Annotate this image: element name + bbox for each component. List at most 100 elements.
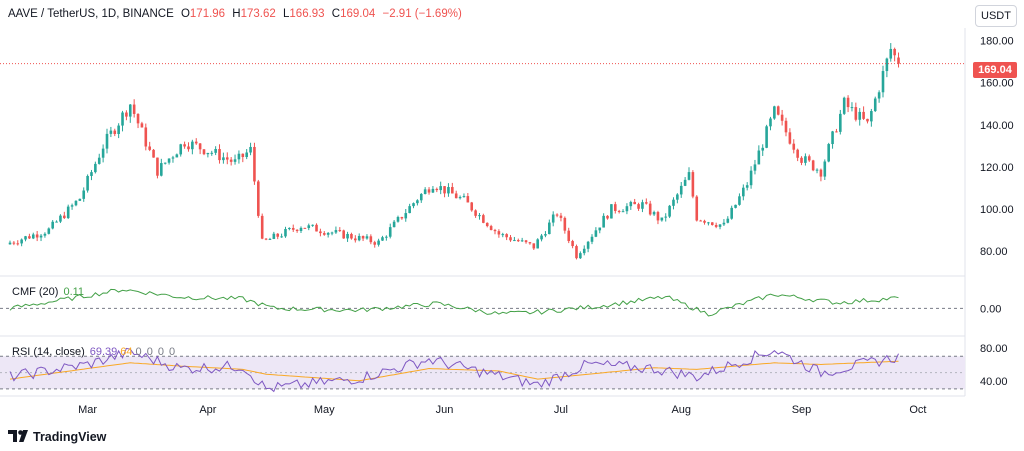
cmf-value: 0.11 xyxy=(63,286,85,298)
candle-body xyxy=(579,253,582,259)
candle-body xyxy=(683,179,687,186)
candle-body xyxy=(152,149,155,158)
candle-body xyxy=(590,236,594,242)
candle-body xyxy=(714,224,718,227)
candle-body xyxy=(672,199,675,206)
candle-body xyxy=(897,57,900,64)
candle-body xyxy=(148,146,151,150)
candle-body xyxy=(516,240,520,242)
candle-body xyxy=(385,236,388,238)
candle-body xyxy=(493,230,497,232)
candle-body xyxy=(513,240,516,242)
candle-body xyxy=(388,227,392,237)
candle-body xyxy=(846,97,850,108)
candle-body xyxy=(419,193,423,201)
cmf-legend[interactable]: CMF (20) 0.11 xyxy=(12,286,84,298)
candle-body xyxy=(520,240,524,242)
rsi-extra-values: 0 0 0 0 xyxy=(135,346,177,358)
candle-body xyxy=(730,207,733,219)
candle-body xyxy=(773,106,776,119)
candle-body xyxy=(877,92,881,99)
tradingview-logo[interactable]: TradingView xyxy=(8,430,106,444)
candle-body xyxy=(761,147,765,151)
candle-body xyxy=(156,157,159,176)
candle-body xyxy=(621,211,625,213)
candle-body xyxy=(39,235,43,238)
time-tick-label: Aug xyxy=(671,404,691,416)
candle-body xyxy=(575,246,578,259)
candle-body xyxy=(260,215,264,239)
candle-body xyxy=(218,149,221,161)
candle-body xyxy=(175,154,179,158)
candle-body xyxy=(295,229,299,231)
candle-body xyxy=(233,159,237,162)
candle-body xyxy=(63,215,66,219)
candle-body xyxy=(742,187,745,197)
candle-body xyxy=(117,125,120,135)
candle-body xyxy=(749,170,753,186)
candle-body xyxy=(548,222,551,235)
candle-body xyxy=(870,111,873,122)
candle-body xyxy=(342,230,345,239)
candle-body xyxy=(357,235,361,241)
candle-body xyxy=(544,234,547,236)
candle-body xyxy=(125,112,128,117)
rsi-legend[interactable]: RSI (14, close) 69.39 64 0 0 0 0 xyxy=(12,346,176,358)
candle-body xyxy=(109,130,113,134)
candle-body xyxy=(43,233,47,236)
candle-body xyxy=(800,157,803,163)
candle-body xyxy=(710,222,714,225)
rsi-ma-value: 64 xyxy=(120,346,133,358)
currency-button[interactable]: USDT xyxy=(975,5,1017,27)
candle-body xyxy=(497,231,501,235)
candle-body xyxy=(873,98,877,112)
cmf-line xyxy=(9,288,899,317)
candle-body xyxy=(563,217,567,231)
candle-body xyxy=(381,237,384,241)
candle-body xyxy=(571,241,574,247)
candle-body xyxy=(811,160,815,171)
candle-body xyxy=(392,221,396,228)
candle-body xyxy=(288,227,291,230)
candle-body xyxy=(482,215,485,223)
candle-body xyxy=(350,233,353,239)
candle-body xyxy=(645,202,648,204)
candle-body xyxy=(726,218,730,223)
time-tick-label: Apr xyxy=(199,404,216,416)
cmf-tick-label: 0.00 xyxy=(980,303,1001,315)
candle-body xyxy=(237,153,241,160)
candle-body xyxy=(831,131,834,145)
candle-body xyxy=(470,202,474,211)
candle-body xyxy=(206,152,210,155)
candle-body xyxy=(12,242,16,244)
candle-body xyxy=(633,201,636,205)
rsi-line xyxy=(9,347,899,393)
candle-body xyxy=(738,196,741,205)
candle-body xyxy=(540,235,543,240)
price-tick-label: 140.00 xyxy=(980,120,1014,132)
candle-body xyxy=(70,205,74,207)
candle-body xyxy=(567,230,571,242)
candle-body xyxy=(396,216,400,222)
candle-body xyxy=(179,144,183,155)
candle-body xyxy=(194,141,198,144)
candle-body xyxy=(319,231,322,234)
candle-body xyxy=(264,238,268,240)
candle-body xyxy=(225,157,229,160)
candle-body xyxy=(210,152,214,154)
candle-body xyxy=(427,189,431,193)
candle-body xyxy=(365,236,369,239)
candle-body xyxy=(707,222,710,224)
candle-body xyxy=(485,222,489,227)
candle-body xyxy=(637,204,640,209)
candle-body xyxy=(652,212,656,215)
candle-body xyxy=(439,186,442,191)
candle-body xyxy=(59,215,62,222)
symbol-name[interactable]: AAVE / TetherUS, 1D, BINANCE xyxy=(8,8,174,20)
candle-body xyxy=(82,190,86,199)
candle-body xyxy=(268,238,272,240)
change-value: −2.91 (−1.69%) xyxy=(382,8,462,20)
candle-body xyxy=(668,205,671,217)
time-tick-label: Mar xyxy=(78,404,97,416)
